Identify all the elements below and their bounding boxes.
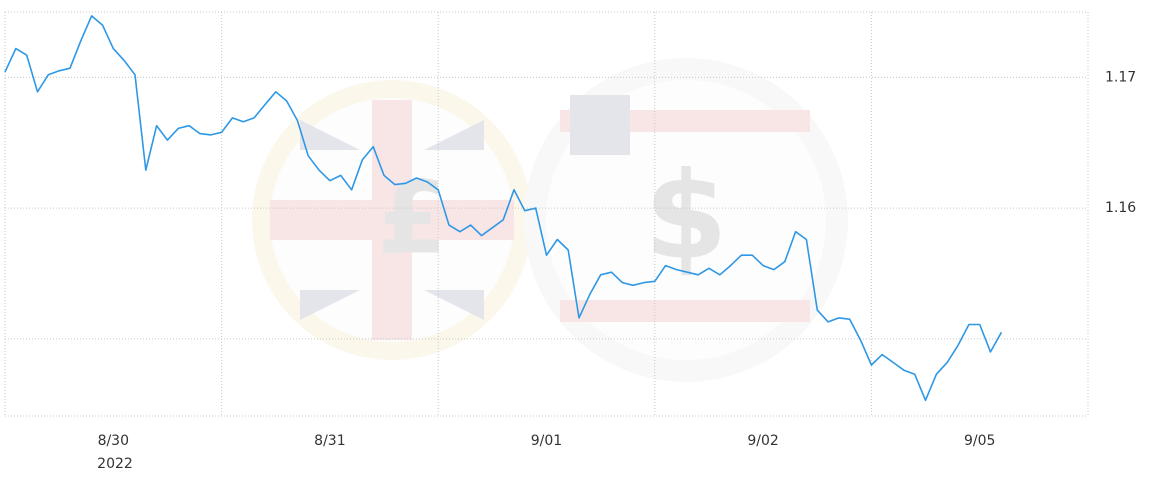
x-tick-label: 9/01	[531, 433, 562, 449]
y-tick-label: 1.17	[1105, 69, 1136, 85]
pound-icon: £	[377, 159, 447, 276]
x-tick-label: 9/02	[747, 433, 778, 449]
year-label: 2022	[97, 456, 133, 472]
x-tick-label: 9/05	[964, 433, 995, 449]
price-line	[4, 15, 1003, 402]
x-tick-label: 8/31	[314, 433, 345, 449]
dollar-icon: $	[644, 148, 728, 287]
x-tick-label: 8/30	[98, 433, 129, 449]
y-tick-label: 1.16	[1105, 200, 1136, 216]
watermark: $ £	[252, 58, 848, 382]
